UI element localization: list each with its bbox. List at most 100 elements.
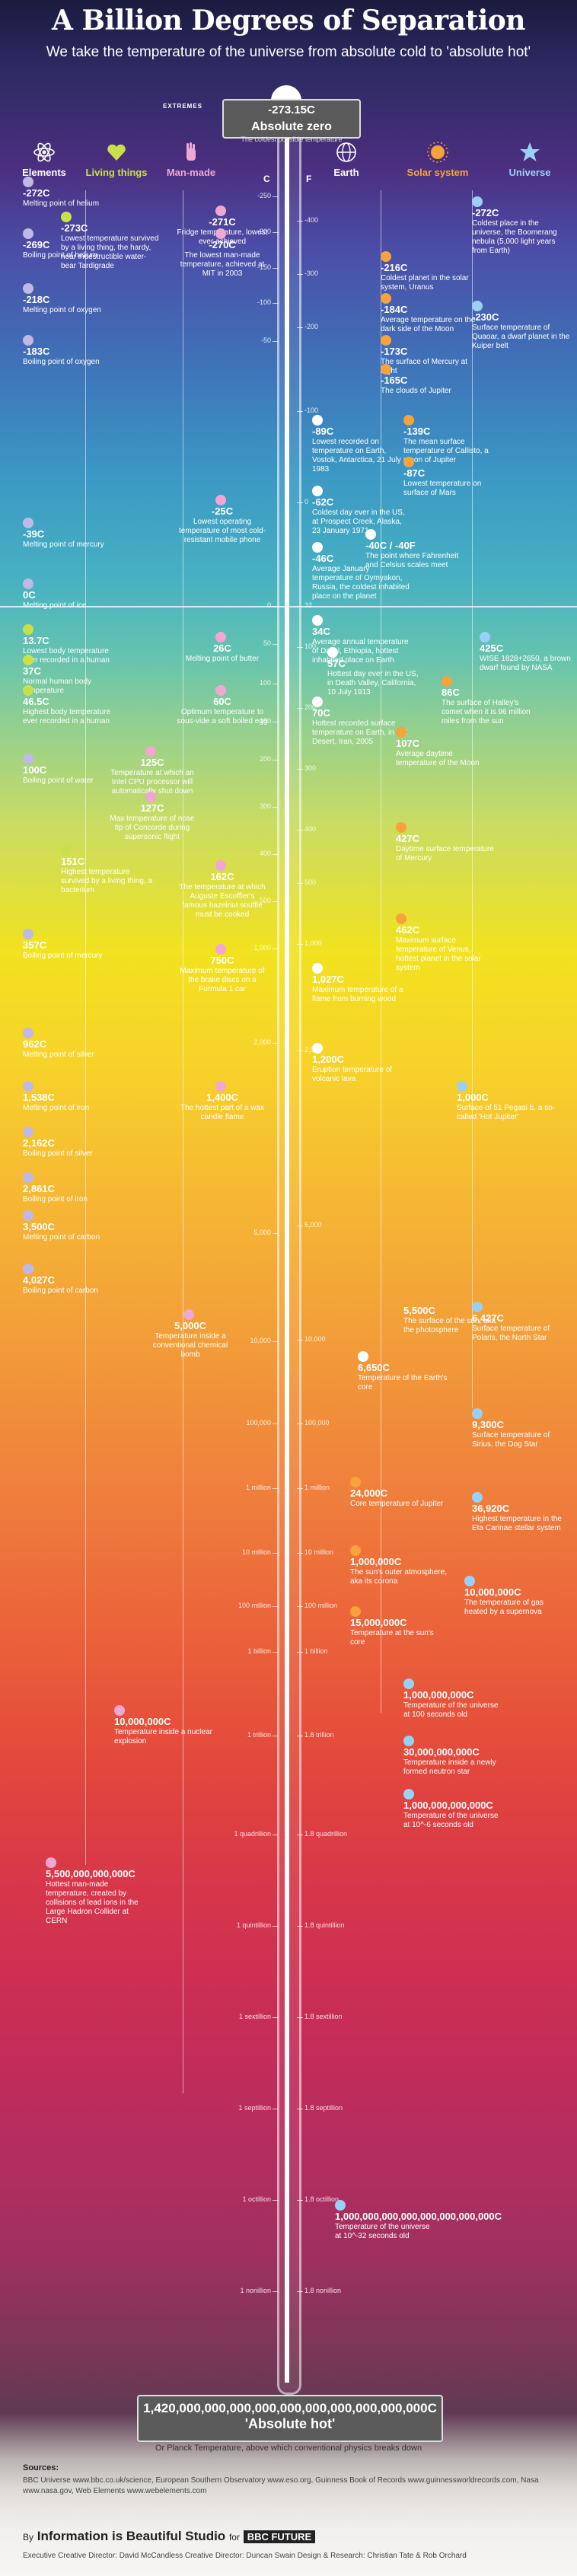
celsius-tick xyxy=(273,1606,279,1607)
entries_left-entry: 2,861C Boiling point of iron xyxy=(23,1172,122,1204)
entries_center-entry: -270C The lowest man-made temperature, ac… xyxy=(177,228,268,279)
celsius-tick xyxy=(273,1043,279,1044)
entries_left-entry-temperature: 3,500C xyxy=(23,1221,55,1232)
entries_right-entry-description: Highest temperature in the Eta Carinae s… xyxy=(472,1514,562,1532)
entries_center-entry: 60C Optimum temperature to sous-vide a so… xyxy=(177,685,268,726)
entries_left-entry-description: Normal human body temperature xyxy=(23,677,92,695)
celsius-tick xyxy=(273,1652,279,1653)
entries_left-entry-icon xyxy=(23,624,33,635)
entries_right-entry-icon xyxy=(365,529,376,540)
fahrenheit-tick-label: 1.8 sextillion xyxy=(304,2013,343,2020)
entries_right-entry-icon xyxy=(396,913,406,924)
absolute-zero-description: The coldest possible temperature xyxy=(241,135,343,143)
entries_right-entry: 1,000,000C The sun's outer atmosphere, ak… xyxy=(350,1545,449,1586)
entries_right-entry-description: WISE 1828+2650, a brown dwarf found by N… xyxy=(480,654,571,672)
absolute-zero-box: -273.15C The coldest possible temperatur… xyxy=(222,99,361,139)
entries_right-entry-icon xyxy=(327,647,338,658)
entries_right-entry-temperature: 57C xyxy=(327,658,346,669)
fahrenheit-tick xyxy=(297,2291,303,2292)
entries_right-entry-temperature: 1,000,000C xyxy=(350,1556,402,1567)
entries_right-entry-description: Coldest planet in the solar system, Uran… xyxy=(381,273,469,292)
entries_left-entry-icon xyxy=(23,518,33,528)
entries_right-entry: 57C Hottest day ever in the US, in Death … xyxy=(327,647,426,697)
entries_center-entry-temperature: 125C xyxy=(140,757,164,768)
entries_right-entry-temperature: -216C xyxy=(381,262,408,273)
entries_right-entry: 70C Hottest recorded surface temperature … xyxy=(312,697,411,747)
entries_right-entry-description: The surface of the sun, aka the photosph… xyxy=(403,1316,496,1334)
celsius-tick xyxy=(273,606,279,607)
entries_center-entry-description: Melting point of butter xyxy=(185,654,260,663)
entries_left-entry-description: Boiling point of water xyxy=(23,776,94,785)
entries_left-entry-icon xyxy=(23,685,33,696)
entries_left-entry-temperature: 13.7C xyxy=(23,635,49,646)
entries_right-entry-description: Temperature of the Earth's core xyxy=(358,1373,448,1392)
entries_right-entry-temperature: 107C xyxy=(396,738,420,749)
fahrenheit-tick xyxy=(297,883,303,884)
entries_left-entry-icon xyxy=(23,1210,33,1221)
entries_right-entry-description: Coldest day ever in the US, at Prospect … xyxy=(312,508,405,535)
celsius-tick xyxy=(273,1488,279,1489)
entries_right-entry-icon xyxy=(464,1576,475,1586)
entries_right-entry: 1,027C Maximum temperature of a flame fro… xyxy=(312,963,411,1004)
entries_right-entry-icon xyxy=(381,364,391,375)
celsius-tick-label: 1 nonillion xyxy=(240,2287,271,2294)
entries_left-entry: 2,162C Boiling point of silver xyxy=(23,1127,122,1159)
entries_right-entry-description: Surface temperature of Polaris, the Nort… xyxy=(472,1324,550,1342)
entries_right-entry: -184C Average temperature on the dark sid… xyxy=(381,293,480,334)
zero-line xyxy=(0,606,577,607)
entries_right-entry-temperature: -272C xyxy=(472,207,499,218)
entries_right-entry: 1,000,000,000,000,000,000,000,000C Temper… xyxy=(335,2200,502,2241)
entries_right-entry-icon xyxy=(403,457,414,467)
entries_left-entry: 0C Melting point of ice xyxy=(23,579,122,611)
entries_right-entry-temperature: 6,650C xyxy=(358,1362,390,1373)
entries_left-entry-description: Melting point of helium xyxy=(23,199,100,208)
entries_right-entry-temperature: -89C xyxy=(312,426,334,437)
celsius-tick-label: 2,000 xyxy=(253,1038,271,1046)
celsius-tick xyxy=(273,268,279,269)
entries_right-entry-temperature: -184C xyxy=(381,304,408,315)
fahrenheit-tick xyxy=(297,1652,303,1653)
celsius-tick xyxy=(273,901,279,902)
celsius-tick xyxy=(273,644,279,645)
entries_right-entry-description: Average daytime temperature of the Moon xyxy=(396,749,480,767)
entries_left-entry-icon xyxy=(23,283,33,294)
entries_right-entry-icon xyxy=(381,335,391,346)
celsius-tick-label: -100 xyxy=(257,298,271,306)
entries_left-entry-description: Boiling point of oxygen xyxy=(23,357,100,366)
entries_center-entry-temperature: 60C xyxy=(213,696,231,707)
entries_center-entry-temperature: 127C xyxy=(140,802,164,814)
entries_right-entry: -216C Coldest planet in the solar system,… xyxy=(381,251,480,292)
fahrenheit-tick xyxy=(297,830,303,831)
entries_right-entry-temperature: 1,000,000,000C xyxy=(403,1689,474,1701)
category-label: Living things xyxy=(85,167,148,178)
celsius-tick-label: 10,000 xyxy=(250,1337,271,1344)
absolute-zero-value: -273.15C xyxy=(268,104,315,116)
celsius-tick-label: 1 billion xyxy=(247,1647,271,1655)
entries_left-entry-icon xyxy=(114,1705,125,1716)
entries_left-entry: -218C Melting point of oxygen xyxy=(23,283,122,315)
entries_left-entry-temperature: 37C xyxy=(23,665,41,677)
fahrenheit-tick xyxy=(297,1050,303,1051)
entries_right-entry: 6,650C Temperature of the Earth's core xyxy=(358,1351,457,1392)
entries_center-entry-icon xyxy=(215,632,226,642)
absolute-hot-value: 1,420,000,000,000,000,000,000,000,000,00… xyxy=(143,2401,437,2415)
fahrenheit-tick xyxy=(297,1606,303,1607)
entries_right-entry-description: Average January temperature of Oymyakon,… xyxy=(312,564,410,601)
sun-icon xyxy=(427,142,448,163)
fahrenheit-tick-label: -100 xyxy=(304,406,319,414)
guide-line xyxy=(85,190,86,1865)
entries_right-entry-icon xyxy=(381,293,391,304)
entries_left-entry-icon xyxy=(23,1264,33,1274)
celsius-tick xyxy=(273,303,279,304)
entries_right-entry-icon xyxy=(335,2200,346,2211)
entries_right-entry: 36,920C Highest temperature in the Eta Ca… xyxy=(472,1492,571,1533)
entries_left-entry-temperature: -273C xyxy=(61,222,88,234)
entries_right-entry-description: Surface temperature of Sirius, the Dog S… xyxy=(472,1430,550,1449)
entries_right-entry-temperature: 34C xyxy=(312,626,330,637)
celsius-tick xyxy=(273,854,279,855)
entries_right-entry-description: Lowest temperature on surface of Mars xyxy=(403,479,482,497)
entries_right-entry-icon xyxy=(480,632,490,642)
fahrenheit-tick xyxy=(297,1553,303,1554)
entries_right-entry: -165C The clouds of Jupiter xyxy=(381,364,480,396)
category-label: Solar system xyxy=(406,167,469,178)
